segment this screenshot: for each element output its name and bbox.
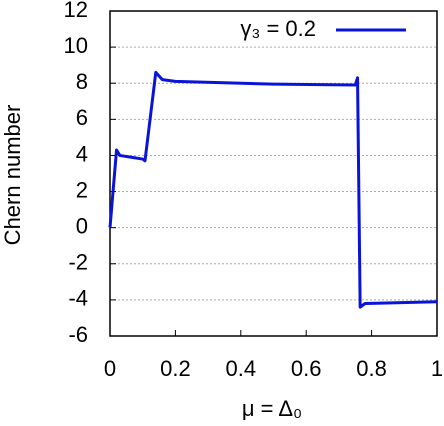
- y-tick-label: 12: [64, 0, 88, 22]
- x-tick-label: 0: [104, 356, 116, 381]
- x-tick-label: 1: [431, 356, 443, 381]
- legend-label: γ₃ = 0.2: [240, 16, 316, 41]
- y-tick-label: -4: [68, 286, 88, 311]
- x-tick-label: 0.6: [291, 356, 322, 381]
- y-tick-label: 0: [76, 213, 88, 238]
- y-tick-label: 6: [76, 105, 88, 130]
- x-tick-label: 0.8: [356, 356, 387, 381]
- y-tick-label: 8: [76, 69, 88, 94]
- y-tick-label: 4: [76, 141, 88, 166]
- x-tick-label: 0.4: [226, 356, 257, 381]
- y-axis-label: Chern number: [0, 105, 25, 246]
- x-tick-label: 0.2: [160, 356, 191, 381]
- plot-frame: [109, 10, 438, 337]
- y-tick-label: 2: [76, 177, 88, 202]
- y-tick-label: 10: [64, 33, 88, 58]
- data-line: [108, 70, 438, 309]
- y-tick-label: -6: [68, 322, 88, 347]
- x-axis-label: μ = Δ₀: [242, 396, 302, 421]
- y-tick-label: -2: [68, 250, 88, 275]
